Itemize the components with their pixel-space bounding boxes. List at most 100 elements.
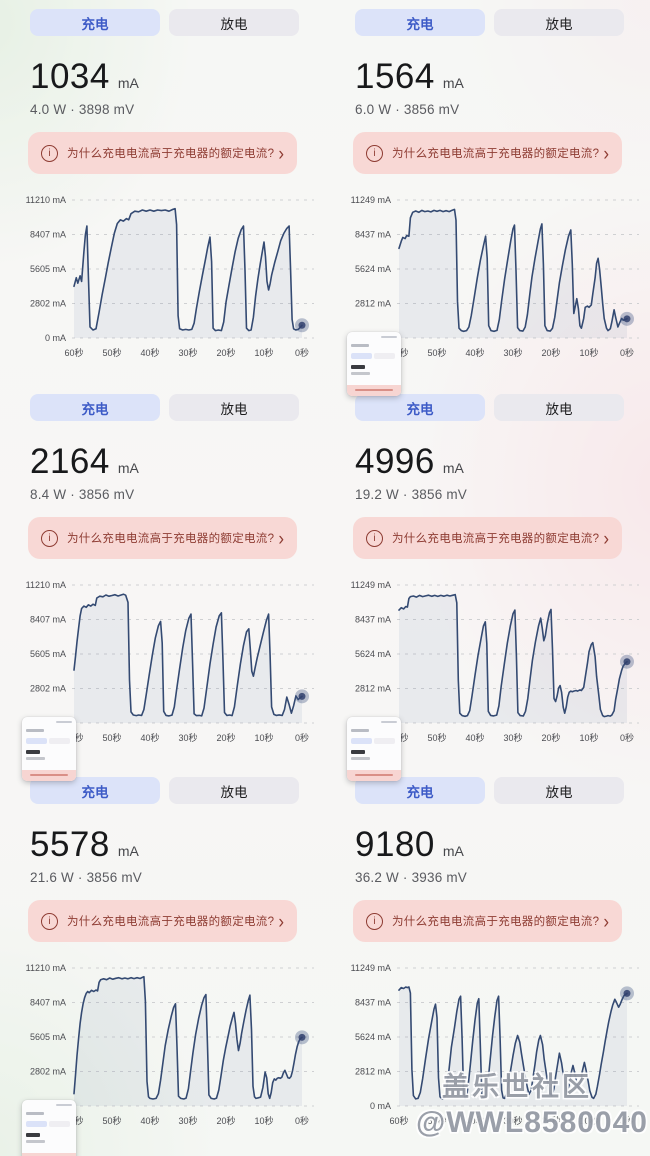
- info-icon: i: [366, 912, 383, 930]
- screenshot-preview-thumbnail[interactable]: [347, 717, 401, 781]
- tab-charging[interactable]: 充电: [355, 777, 485, 804]
- current-value: 1564: [355, 57, 435, 96]
- current-reading: 5578 mA: [30, 825, 325, 865]
- current-reading: 1034 mA: [30, 57, 325, 97]
- svg-text:30秒: 30秒: [503, 347, 522, 358]
- thumbnail-banner: [22, 1153, 76, 1156]
- svg-text:60秒: 60秒: [64, 347, 83, 358]
- info-icon: i: [41, 144, 58, 162]
- banner-text: 为什么充电电流高于充电器的额定电流?: [67, 533, 275, 545]
- svg-text:0秒: 0秒: [295, 1115, 309, 1126]
- power-voltage-text: 19.2 W · 3856 mV: [355, 487, 467, 502]
- charging-panel-3: 充电 放电 2164 mA 8.4 W · 3856 mV i 为什么充电电流高…: [0, 385, 325, 781]
- thumbnail-sub-line: [351, 757, 370, 760]
- thumbnail-tabs: [351, 353, 397, 359]
- thumbnail-sub-line: [26, 757, 45, 760]
- svg-text:11249 mA: 11249 mA: [351, 195, 391, 205]
- charging-panel-6: 充电 放电 9180 mA 36.2 W · 3936 mV i 为什么充电电流…: [325, 768, 650, 1156]
- screenshot-preview-thumbnail[interactable]: [22, 717, 76, 781]
- thumbnail-tabs: [351, 738, 397, 744]
- current-unit: mA: [117, 460, 139, 476]
- power-voltage-text: 4.0 W · 3898 mV: [30, 102, 135, 117]
- tab-charging[interactable]: 充电: [355, 394, 485, 421]
- charging-panel-2: 充电 放电 1564 mA 6.0 W · 3856 mV i 为什么充电电流高…: [325, 0, 650, 396]
- screenshot-preview-thumbnail[interactable]: [347, 332, 401, 396]
- svg-text:2812 mA: 2812 mA: [355, 684, 391, 694]
- power-voltage-text: 8.4 W · 3856 mV: [30, 487, 135, 502]
- tab-charging[interactable]: 充电: [30, 9, 160, 36]
- tab-discharging[interactable]: 放电: [169, 777, 299, 804]
- svg-text:10秒: 10秒: [579, 732, 598, 743]
- thumbnail-banner: [22, 770, 76, 781]
- tab-discharging[interactable]: 放电: [169, 394, 299, 421]
- tab-bar: 充电 放电: [0, 768, 325, 804]
- svg-text:30秒: 30秒: [503, 732, 522, 743]
- tab-charging[interactable]: 充电: [30, 777, 160, 804]
- screenshot-preview-thumbnail[interactable]: [22, 1100, 76, 1156]
- svg-text:0秒: 0秒: [620, 347, 634, 358]
- tab-charging[interactable]: 充电: [30, 394, 160, 421]
- watermark-community-name: 盖乐世社区: [442, 1072, 592, 1102]
- info-icon: i: [366, 529, 383, 547]
- svg-text:0秒: 0秒: [620, 732, 634, 743]
- thumbnail-title-line: [26, 1112, 44, 1115]
- current-reading: 4996 mA: [355, 442, 650, 482]
- info-banner[interactable]: i 为什么充电电流高于充电器的额定电流? ›: [353, 132, 622, 174]
- tab-charging[interactable]: 充电: [355, 9, 485, 36]
- info-banner[interactable]: i 为什么充电电流高于充电器的额定电流? ›: [28, 517, 297, 559]
- svg-text:11249 mA: 11249 mA: [351, 963, 391, 973]
- chevron-right-icon: ›: [278, 910, 284, 932]
- svg-text:0秒: 0秒: [295, 347, 309, 358]
- svg-text:11210 mA: 11210 mA: [26, 195, 66, 205]
- banner-text: 为什么充电电流高于充电器的额定电流?: [392, 533, 600, 545]
- info-banner[interactable]: i 为什么充电电流高于充电器的额定电流? ›: [353, 900, 622, 942]
- svg-text:20秒: 20秒: [541, 347, 560, 358]
- tab-discharging[interactable]: 放电: [494, 394, 624, 421]
- info-icon: i: [41, 912, 58, 930]
- current-chart: 11210 mA 8407 mA 5605 mA 2802 mA 0 mA 60秒 50秒 4…: [0, 186, 325, 387]
- current-reading: 1564 mA: [355, 57, 650, 97]
- current-unit: mA: [442, 460, 464, 476]
- thumbnail-value-line: [351, 750, 365, 754]
- thumbnail-statusbar: [56, 721, 72, 723]
- tab-discharging[interactable]: 放电: [169, 9, 299, 36]
- svg-text:20秒: 20秒: [216, 732, 235, 743]
- thumbnail-banner: [347, 770, 401, 781]
- svg-text:0秒: 0秒: [620, 1115, 634, 1126]
- svg-text:20秒: 20秒: [541, 1115, 560, 1126]
- svg-text:10秒: 10秒: [254, 732, 273, 743]
- charging-panel-1: 充电 放电 1034 mA 4.0 W · 3898 mV i 为什么充电电流高…: [0, 0, 325, 385]
- svg-text:5605 mA: 5605 mA: [30, 264, 66, 274]
- banner-text: 为什么充电电流高于充电器的额定电流?: [67, 148, 275, 160]
- svg-text:20秒: 20秒: [216, 347, 235, 358]
- svg-text:30秒: 30秒: [178, 1115, 197, 1126]
- svg-text:0 mA: 0 mA: [370, 1101, 391, 1111]
- chevron-right-icon: ›: [278, 527, 284, 549]
- info-banner[interactable]: i 为什么充电电流高于充电器的额定电流? ›: [353, 517, 622, 559]
- current-reading: 9180 mA: [355, 825, 650, 865]
- svg-text:50秒: 50秒: [427, 732, 446, 743]
- current-value: 4996: [355, 442, 435, 481]
- thumbnail-banner: [347, 385, 401, 396]
- power-voltage-text: 6.0 W · 3856 mV: [355, 102, 460, 117]
- svg-text:50秒: 50秒: [102, 1115, 121, 1126]
- tab-discharging[interactable]: 放电: [494, 9, 624, 36]
- charging-panel-4: 充电 放电 4996 mA 19.2 W · 3856 mV i 为什么充电电流…: [325, 385, 650, 781]
- thumbnail-statusbar: [381, 336, 397, 338]
- tab-bar: 充电 放电: [325, 768, 650, 804]
- tab-bar: 充电 放电: [325, 385, 650, 421]
- tab-discharging[interactable]: 放电: [494, 777, 624, 804]
- svg-text:50秒: 50秒: [102, 347, 121, 358]
- info-banner[interactable]: i 为什么充电电流高于充电器的额定电流? ›: [28, 900, 297, 942]
- chevron-right-icon: ›: [603, 910, 609, 932]
- info-banner[interactable]: i 为什么充电电流高于充电器的额定电流? ›: [28, 132, 297, 174]
- svg-text:0秒: 0秒: [295, 732, 309, 743]
